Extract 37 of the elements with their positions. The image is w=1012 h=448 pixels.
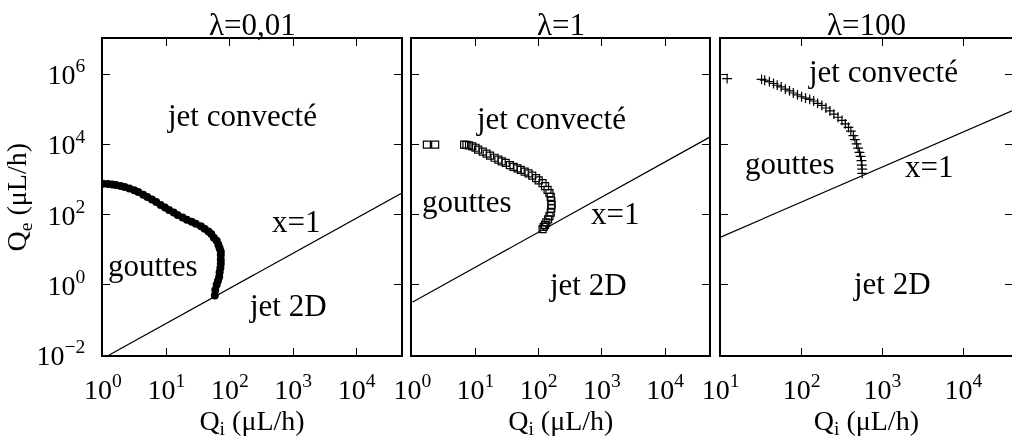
annotation: x=1	[905, 149, 954, 184]
x-tick-label: 10$^{1}$	[147, 369, 186, 405]
y-tick-label: 10$^{6}$	[47, 55, 86, 91]
x-tick-label: 10$^{3}$	[583, 369, 622, 405]
x-tick-label: 10$^{4}$	[646, 369, 685, 405]
x-tick-label: 10$^{1}$	[701, 369, 740, 405]
x-tick-label: 10$^{2}$	[210, 369, 249, 405]
annotation: x=1	[272, 204, 321, 239]
y-tick-label: 10$^{2}$	[47, 195, 86, 231]
annotation: x=1	[591, 196, 640, 231]
annotation: jet 2D	[853, 266, 931, 301]
x-axis-title: Q$_{i}$ (μL/h)	[199, 404, 305, 440]
y-tick-label: 10$^{−2}$	[36, 336, 86, 371]
annotation: gouttes	[108, 248, 198, 283]
annotation: jet 2D	[549, 267, 627, 302]
x-tick-label: 10$^{3}$	[863, 369, 902, 405]
chart-title: λ=100	[827, 7, 907, 42]
annotation: gouttes	[422, 184, 512, 219]
annotation: jet 2D	[249, 288, 327, 323]
annotation: jet convecté	[167, 98, 317, 133]
x-axis-title: Q$_{i}$ (μL/h)	[813, 404, 919, 440]
chart-title: λ=0,01	[209, 7, 296, 42]
x-tick-label: 10$^{0}$	[84, 369, 123, 405]
y-tick-label: 10$^{0}$	[47, 265, 86, 301]
y-tick-label: 10$^{4}$	[47, 125, 86, 161]
x-tick-label: 10$^{1}$	[456, 369, 495, 405]
x-tick-label: 10$^{2}$	[782, 369, 821, 405]
annotation: jet convecté	[808, 54, 958, 89]
chart-title: λ=1	[537, 7, 586, 42]
x-tick-label: 10$^{0}$	[393, 369, 432, 405]
x-tick-label: 10$^{4}$	[944, 369, 983, 405]
x-axis-title: Q$_{i}$ (μL/h)	[508, 404, 614, 440]
annotation: jet convecté	[476, 101, 626, 136]
x-tick-label: 10$^{4}$	[337, 369, 376, 405]
x-tick-label: 10$^{3}$	[274, 369, 313, 405]
x-tick-label: 10$^{2}$	[519, 369, 558, 405]
annotation: gouttes	[745, 146, 835, 181]
